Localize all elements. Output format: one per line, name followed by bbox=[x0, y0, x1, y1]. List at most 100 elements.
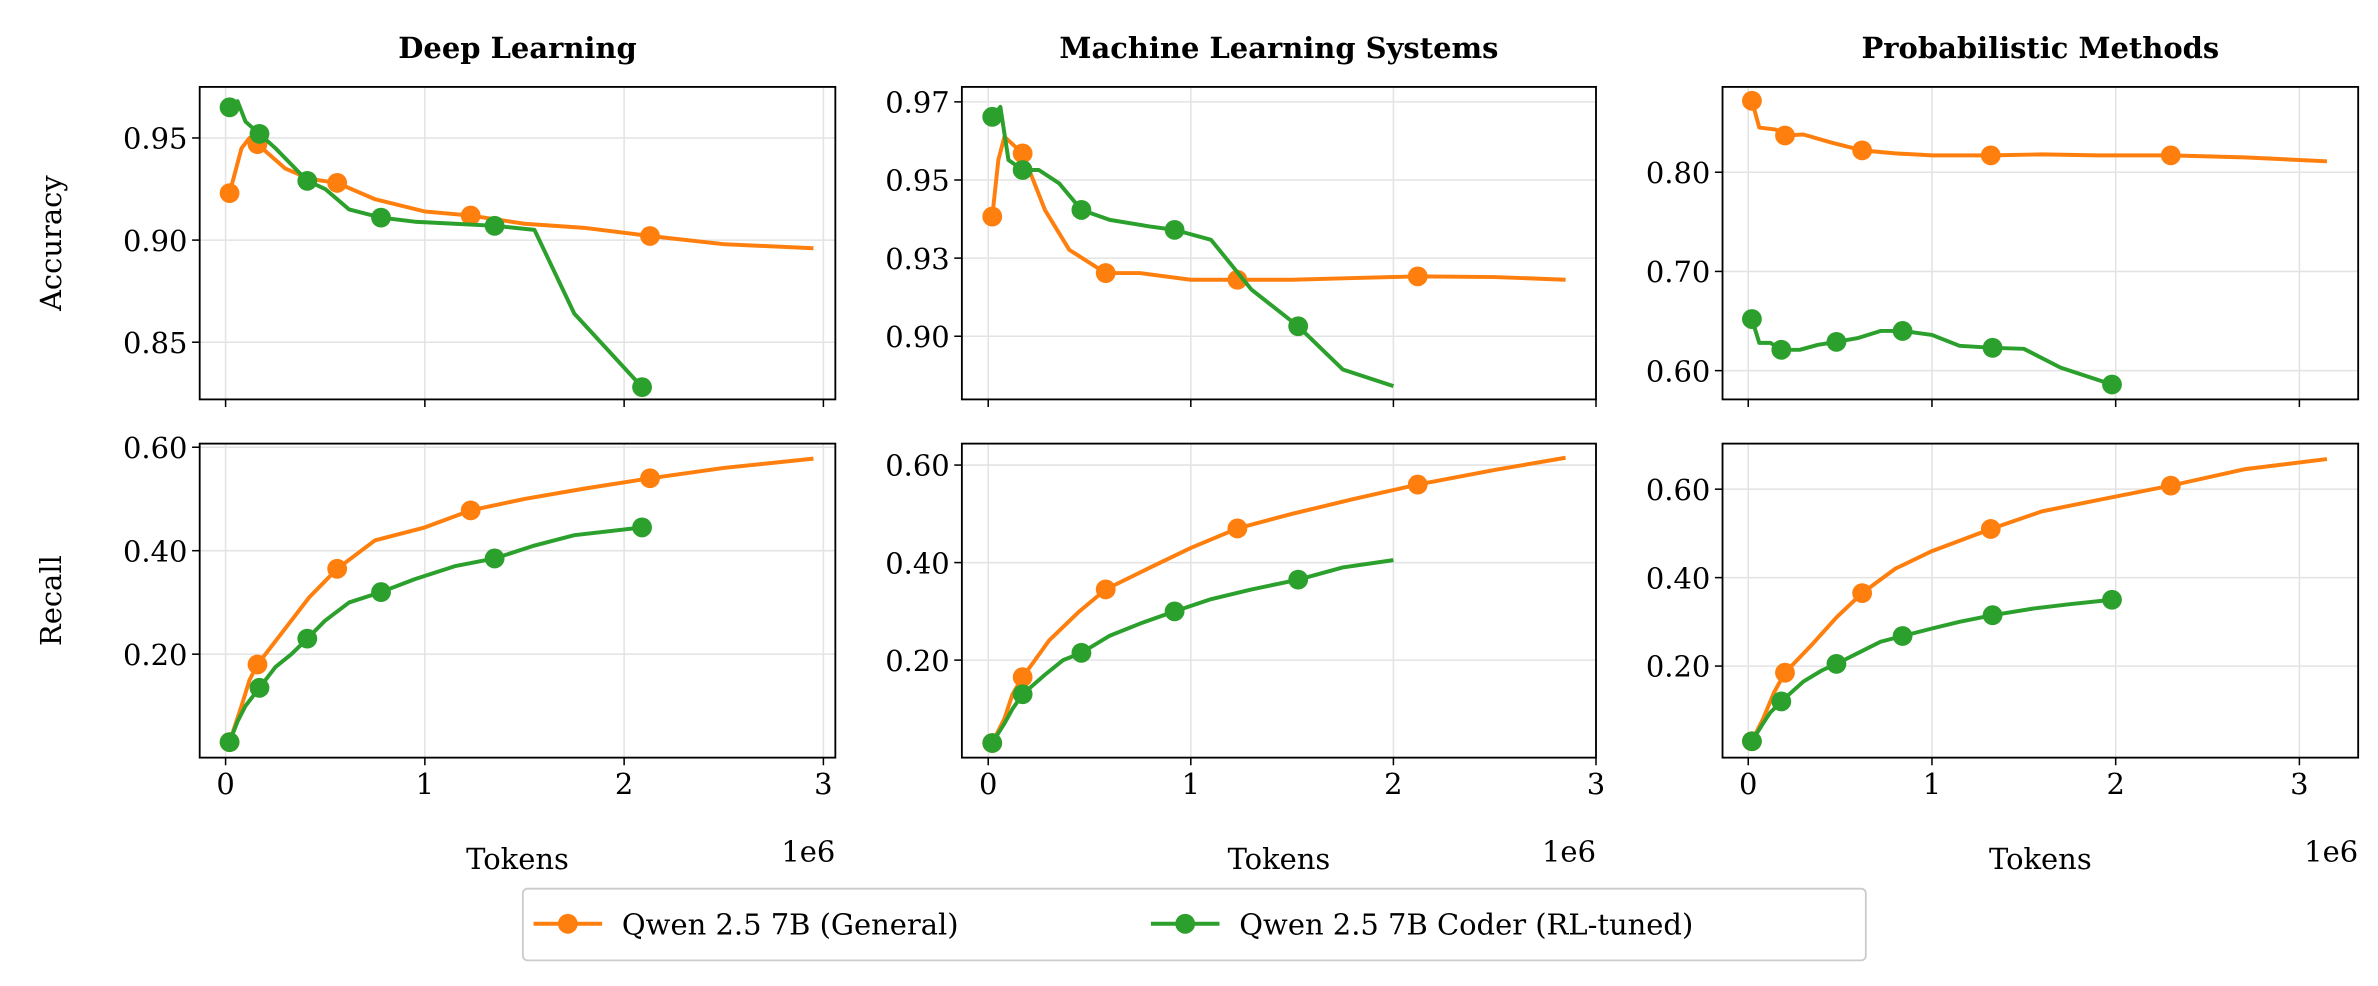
marker bbox=[2102, 374, 2122, 395]
marker bbox=[982, 106, 1003, 127]
legend-marker bbox=[1175, 913, 1196, 934]
x-offset-label: 1e6 bbox=[781, 834, 835, 868]
marker bbox=[1775, 662, 1795, 683]
marker bbox=[640, 468, 660, 489]
series-line bbox=[1750, 100, 2328, 164]
marker bbox=[632, 517, 652, 538]
series-line bbox=[228, 99, 644, 389]
y-tick-label: 0.60 bbox=[1646, 473, 1710, 507]
marker bbox=[982, 733, 1003, 753]
marker bbox=[460, 500, 481, 521]
axes-frame bbox=[198, 85, 837, 401]
plot-area: 0 1 2 3 0.20 0.40 0.60 Tokens 1e6 bbox=[885, 442, 1605, 876]
y-tick-label: 0.60 bbox=[885, 449, 949, 483]
y-tick-label: 0.80 bbox=[1646, 156, 1710, 190]
plot-area: 0 1 2 3 0.20 0.40 0.60 Recall Tokens 1e6 bbox=[34, 431, 837, 876]
marker bbox=[1071, 642, 1092, 663]
x-tick-label: 3 bbox=[814, 767, 832, 801]
marker bbox=[1982, 605, 2003, 626]
x-offset-label: 1e6 bbox=[1542, 834, 1596, 868]
axes-frame bbox=[198, 442, 837, 759]
marker bbox=[1012, 143, 1033, 164]
marker bbox=[249, 677, 270, 698]
y-tick-label: 0.20 bbox=[1646, 650, 1710, 684]
marker bbox=[1012, 667, 1033, 688]
marker bbox=[297, 628, 318, 649]
x-tick-label: 2 bbox=[615, 767, 633, 801]
y-tick-label: 0.60 bbox=[123, 431, 187, 465]
marker bbox=[2102, 589, 2122, 610]
marker bbox=[1826, 331, 1847, 352]
y-tick-label: 0.95 bbox=[885, 164, 949, 198]
legend-label: Qwen 2.5 7B (General) bbox=[622, 907, 959, 941]
plot-area: 0.60 0.70 0.80 Probabilistic Methods bbox=[1646, 31, 2360, 408]
legend-marker bbox=[557, 913, 578, 934]
y-tick-label: 0.95 bbox=[123, 122, 187, 156]
x-axis-label: Tokens bbox=[1989, 842, 2092, 876]
x-offset-label: 1e6 bbox=[2304, 834, 2358, 868]
x-tick-label: 1 bbox=[1923, 767, 1941, 801]
y-tick-label: 0.40 bbox=[885, 546, 949, 580]
marker bbox=[1852, 583, 1873, 604]
y-tick-label: 0.60 bbox=[1646, 354, 1710, 388]
marker bbox=[219, 732, 240, 753]
x-axis-label: Tokens bbox=[1228, 842, 1331, 876]
marker bbox=[1164, 219, 1185, 240]
marker bbox=[1095, 579, 1116, 600]
marker bbox=[484, 215, 505, 236]
legend-label: Qwen 2.5 7B Coder (RL-tuned) bbox=[1239, 907, 1693, 941]
marker bbox=[371, 207, 391, 228]
axes-frame bbox=[1721, 85, 2360, 401]
series-line bbox=[990, 134, 1566, 282]
y-axis-label: Recall bbox=[34, 555, 68, 646]
series-line bbox=[227, 525, 643, 743]
y-axis-label: Accuracy bbox=[34, 175, 68, 312]
series-line bbox=[1750, 457, 2328, 743]
marker bbox=[249, 123, 270, 144]
marker bbox=[1407, 474, 1428, 495]
marker bbox=[1742, 90, 1762, 111]
marker bbox=[1852, 140, 1873, 161]
subplot-title: Probabilistic Methods bbox=[1861, 31, 2219, 65]
marker bbox=[1288, 569, 1309, 590]
y-tick-label: 0.90 bbox=[885, 320, 949, 354]
marker bbox=[1012, 684, 1033, 705]
y-tick-label: 0.40 bbox=[1646, 561, 1710, 595]
marker bbox=[1012, 160, 1033, 180]
marker bbox=[2160, 475, 2181, 496]
y-tick-label: 0.93 bbox=[885, 242, 949, 276]
marker bbox=[297, 170, 318, 191]
marker bbox=[1982, 337, 2003, 358]
marker bbox=[1892, 626, 1913, 646]
marker bbox=[1071, 200, 1092, 220]
marker bbox=[1826, 653, 1847, 674]
marker bbox=[1980, 519, 2001, 539]
marker bbox=[1771, 691, 1792, 712]
marker bbox=[1892, 321, 1913, 341]
marker bbox=[982, 206, 1003, 227]
marker bbox=[1742, 731, 1762, 752]
plot-area: 0 1 2 3 0.20 0.40 0.60 Tokens 1e6 bbox=[1646, 442, 2360, 876]
axes-frame bbox=[960, 85, 1597, 401]
x-axis-label: Tokens bbox=[466, 842, 569, 876]
marker bbox=[1407, 266, 1428, 287]
marker bbox=[1771, 339, 1792, 360]
marker bbox=[1227, 269, 1248, 290]
series-line bbox=[227, 135, 814, 251]
y-tick-label: 0.20 bbox=[885, 644, 949, 678]
x-tick-label: 2 bbox=[2106, 767, 2124, 801]
series-line bbox=[990, 455, 1566, 744]
marker bbox=[219, 183, 240, 204]
marker bbox=[1775, 125, 1795, 146]
marker bbox=[640, 226, 660, 246]
y-tick-label: 0.97 bbox=[885, 86, 949, 120]
x-tick-label: 0 bbox=[216, 767, 234, 801]
axes-frame bbox=[1721, 442, 2360, 759]
marker bbox=[460, 205, 481, 226]
plot-area: 0.90 0.93 0.95 0.97 Machine Learning Systems bbox=[885, 31, 1597, 408]
y-tick-label: 0.85 bbox=[123, 326, 187, 360]
marker bbox=[1288, 316, 1309, 337]
marker bbox=[484, 548, 505, 569]
axes-frame bbox=[960, 442, 1597, 759]
